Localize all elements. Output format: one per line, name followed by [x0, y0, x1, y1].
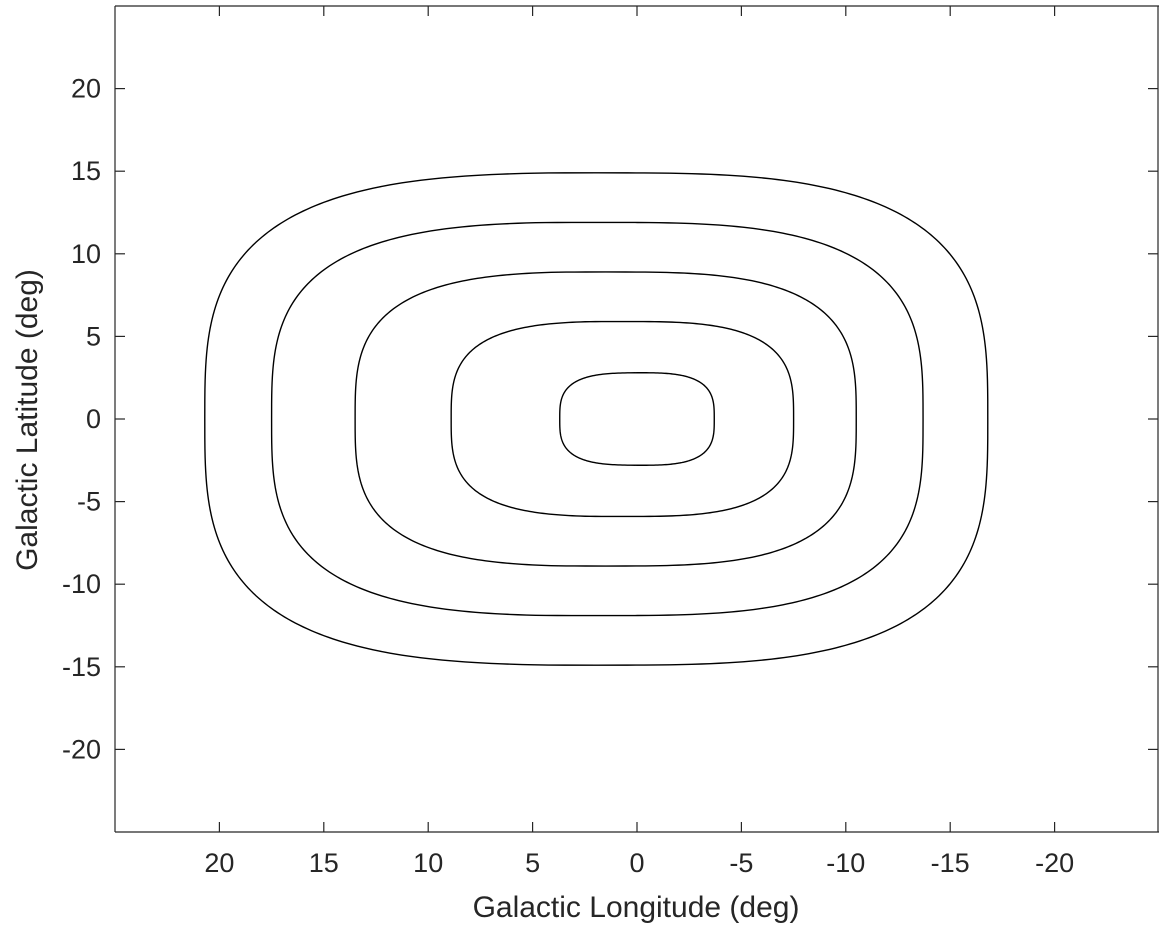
y-tick-label: -15 — [62, 652, 101, 682]
y-tick-label: 15 — [71, 156, 101, 186]
contour-line-2 — [450, 320, 795, 518]
x-tick-label: -15 — [931, 848, 970, 878]
y-tick-label: 20 — [71, 74, 101, 104]
y-tick-label: 10 — [71, 239, 101, 269]
x-tick-label: 15 — [309, 848, 339, 878]
x-tick-label: -5 — [729, 848, 753, 878]
y-tick-label: -10 — [62, 569, 101, 599]
x-tick-label: -20 — [1035, 848, 1074, 878]
y-tick-label: 0 — [86, 404, 101, 434]
y-axis-label: Galactic Latitude (deg) — [11, 269, 44, 571]
x-axis-label: Galactic Longitude (deg) — [473, 891, 800, 924]
x-tick-label: 5 — [525, 848, 540, 878]
x-tick-label: 0 — [629, 848, 644, 878]
y-tick-label: -5 — [77, 487, 101, 517]
y-axis-ticks: 20 15 10 5 0 -5 -10 -15 -20 — [62, 74, 1158, 764]
contour-layer — [204, 172, 989, 666]
x-axis-ticks: 20 15 10 5 0 -5 -10 -15 -20 — [204, 6, 1074, 878]
y-tick-label: 5 — [86, 321, 101, 351]
contour-line-1 — [559, 372, 715, 466]
x-tick-label: 20 — [204, 848, 234, 878]
contour-line-5 — [204, 172, 989, 666]
x-tick-label: 10 — [413, 848, 443, 878]
y-tick-label: -20 — [62, 734, 101, 764]
contour-line-3 — [354, 271, 857, 567]
contour-line-4 — [270, 221, 924, 617]
x-tick-label: -10 — [826, 848, 865, 878]
